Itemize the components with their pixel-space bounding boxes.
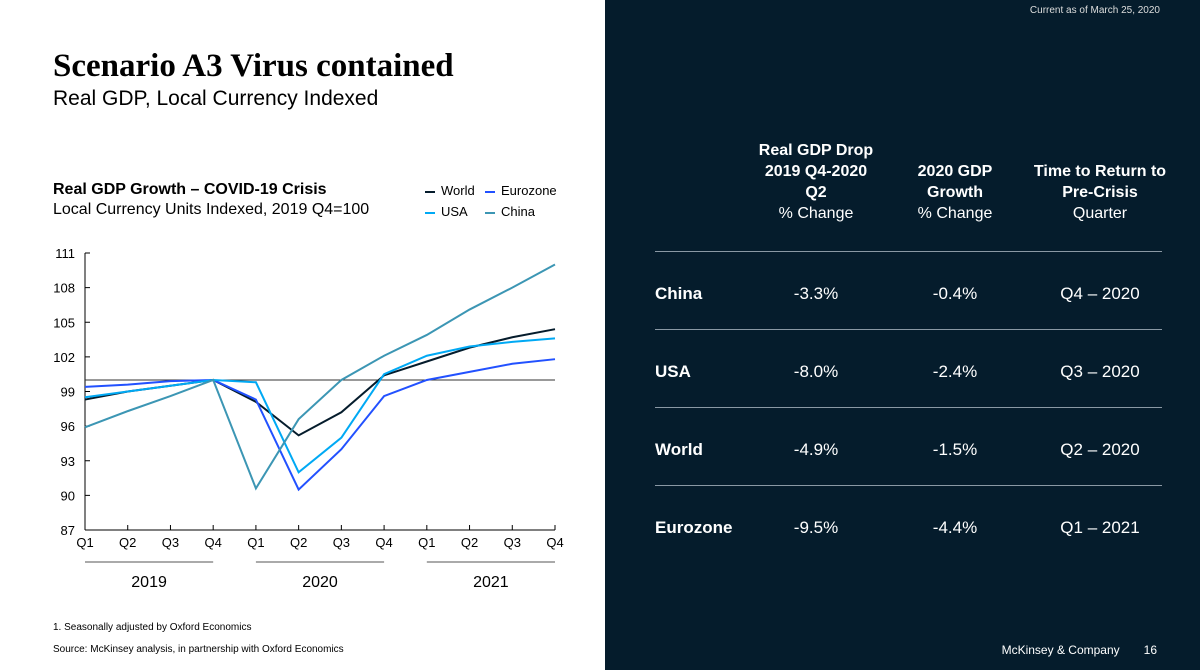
footnote: 1. Seasonally adjusted by Oxford Economi…	[53, 622, 252, 633]
legend-swatch	[425, 190, 435, 193]
brand-name: McKinsey & Company	[1001, 643, 1120, 657]
x-tick-label: Q1	[247, 535, 264, 550]
gdp-growth: -2.4%	[932, 362, 978, 381]
header-label: 2020 GDP Growth	[917, 163, 993, 201]
y-tick-label: 111	[55, 246, 75, 261]
year-label: 2020	[302, 574, 338, 591]
slide-subtitle: Real GDP, Local Currency Indexed	[53, 87, 379, 110]
source-note: Source: McKinsey analysis, in partnershi…	[53, 644, 344, 655]
legend-item: USA	[425, 204, 485, 219]
x-tick-label: Q4	[546, 535, 563, 550]
legend-label: Eurozone	[501, 183, 557, 198]
header-label: Time to Return to Pre-Crisis	[1033, 163, 1167, 201]
gdp-drop: -8.0%	[793, 362, 839, 381]
line-chart: 87 90 93 96 99 102 105 108 111 Q1 Q2 Q3 Q4 Q1 Q2 Q3 Q4 Q1…	[53, 246, 563, 591]
chart-legend: World Eurozone USA China	[425, 183, 575, 219]
gdp-drop: -9.5%	[793, 518, 839, 537]
region-name: USA	[655, 362, 691, 381]
y-tick-label: 96	[61, 419, 75, 434]
table-row: China -3.3% -0.4% Q4 – 2020	[655, 251, 1162, 330]
series-line-usa	[84, 337, 556, 474]
x-tick-label: Q2	[461, 535, 478, 550]
header-unit: % Change	[917, 205, 993, 222]
region-name: Eurozone	[655, 518, 733, 537]
legend-item: Eurozone	[485, 183, 575, 198]
page-number: 16	[1143, 643, 1157, 657]
header-unit: % Change	[778, 205, 854, 222]
gdp-drop: -3.3%	[793, 284, 839, 303]
x-tick-label: Q4	[205, 535, 222, 550]
as-of-date: Current as of March 25, 2020	[1029, 5, 1160, 16]
gdp-growth: -0.4%	[932, 284, 978, 303]
header-unit: Quarter	[1072, 205, 1128, 222]
legend-swatch	[425, 211, 435, 214]
return-quarter: Q1 – 2021	[1060, 518, 1140, 537]
return-quarter: Q4 – 2020	[1060, 284, 1140, 303]
table-row: USA -8.0% -2.4% Q3 – 2020	[655, 329, 1162, 408]
legend-item: China	[485, 204, 575, 219]
x-tick-label: Q1	[418, 535, 435, 550]
table-row: World -4.9% -1.5% Q2 – 2020	[655, 407, 1162, 486]
legend-item: World	[425, 183, 485, 198]
header-drop: Real GDP Drop 2019 Q4-2020 Q2 % Change	[755, 140, 877, 224]
gdp-growth: -4.4%	[932, 518, 978, 537]
gdp-drop: -4.9%	[793, 440, 839, 459]
chart-title: Real GDP Growth – COVID-19 Crisis	[53, 181, 327, 198]
left-panel: Scenario A3 Virus contained Real GDP, Lo…	[53, 48, 575, 655]
legend-label: China	[501, 204, 535, 219]
region-name: World	[655, 440, 703, 459]
legend-swatch	[485, 190, 495, 193]
return-quarter: Q3 – 2020	[1060, 362, 1140, 381]
return-quarter: Q2 – 2020	[1060, 440, 1140, 459]
region-name: China	[655, 284, 703, 303]
header-return: Time to Return to Pre-Crisis Quarter	[1030, 161, 1170, 224]
y-tick-label: 90	[61, 488, 75, 503]
x-tick-label: Q4	[375, 535, 392, 550]
x-tick-label: Q3	[504, 535, 521, 550]
y-tick-label: 108	[53, 281, 75, 296]
table-row: Eurozone -9.5% -4.4% Q1 – 2021	[655, 485, 1162, 564]
y-tick-label: 93	[61, 454, 75, 469]
y-tick-label: 99	[61, 385, 75, 400]
right-panel: Current as of March 25, 2020 Real GDP Dr…	[605, 0, 1200, 670]
legend-label: USA	[441, 204, 468, 219]
x-tick-label: Q1	[76, 535, 93, 550]
series-line-eurozone	[84, 358, 556, 492]
year-label: 2019	[131, 574, 167, 591]
y-tick-label: 105	[53, 315, 75, 330]
slide-title: Scenario A3 Virus contained	[53, 48, 454, 84]
year-label: 2021	[473, 574, 509, 591]
header-growth: 2020 GDP Growth % Change	[900, 161, 1010, 224]
chart-subtitle: Local Currency Units Indexed, 2019 Q4=10…	[53, 201, 370, 218]
series-line-china	[84, 263, 556, 491]
x-tick-label: Q3	[162, 535, 179, 550]
gdp-growth: -1.5%	[932, 440, 978, 459]
legend-swatch	[485, 211, 495, 214]
table-bottom-rule	[655, 485, 1162, 486]
brand-footer: McKinsey & Company 16	[1002, 643, 1157, 657]
y-tick-label: 102	[53, 350, 75, 365]
header-label: Real GDP Drop 2019 Q4-2020 Q2	[758, 142, 874, 201]
x-tick-label: Q3	[333, 535, 350, 550]
legend-label: World	[441, 183, 475, 198]
y-tick-label: 87	[61, 523, 75, 538]
x-tick-label: Q2	[290, 535, 307, 550]
x-tick-label: Q2	[119, 535, 136, 550]
